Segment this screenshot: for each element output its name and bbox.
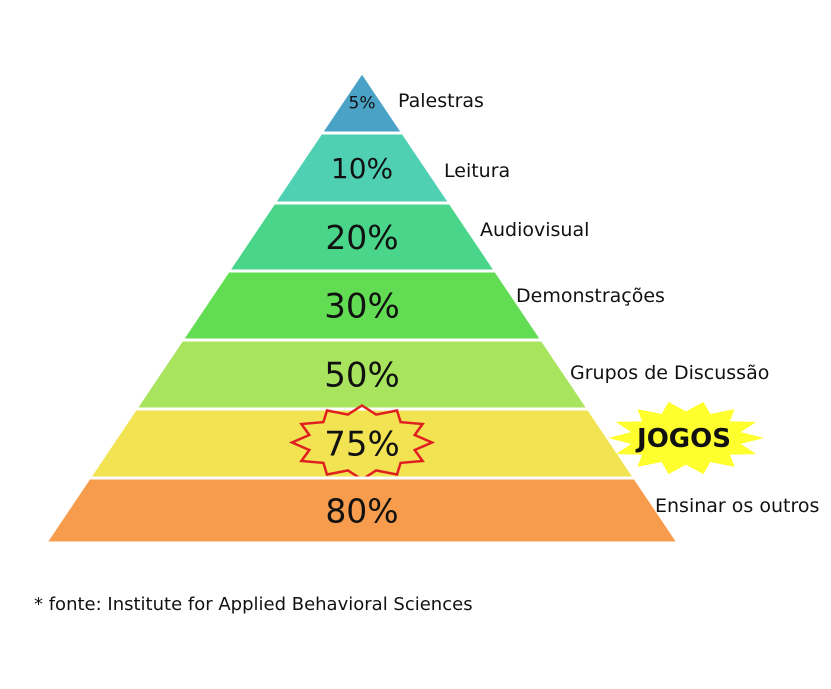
level-label-5: Grupos de Discussão <box>570 362 769 384</box>
level-label-4: Demonstrações <box>516 285 665 307</box>
level-label-1: Palestras <box>398 90 484 112</box>
level-percent-4: 30% <box>324 287 400 327</box>
jogos-starburst <box>608 401 764 475</box>
source-footnote: * fonte: Institute for Applied Behaviora… <box>34 594 473 615</box>
level-percent-3: 20% <box>325 218 398 257</box>
pyramid-level-7 <box>42 476 682 545</box>
pyramid-side-labels: Palestras Leitura Audiovisual Demonstrações… <box>398 90 819 517</box>
level-percent-6: 75% <box>324 425 400 465</box>
level-percent-2: 10% <box>331 152 393 185</box>
jogos-label: JOGOS <box>635 424 731 454</box>
level-label-3: Audiovisual <box>480 219 589 241</box>
level-percent-7: 80% <box>325 491 398 530</box>
level-label-7: Ensinar os outros <box>655 495 819 517</box>
level-percent-1: 5% <box>349 94 376 114</box>
pyramid-levels: 5% 10% 20% 30% 50% 75% 80% <box>42 69 682 545</box>
level-label-2: Leitura <box>444 160 510 182</box>
jogos-callout: JOGOS <box>608 401 764 475</box>
level-percent-5: 50% <box>324 356 400 396</box>
